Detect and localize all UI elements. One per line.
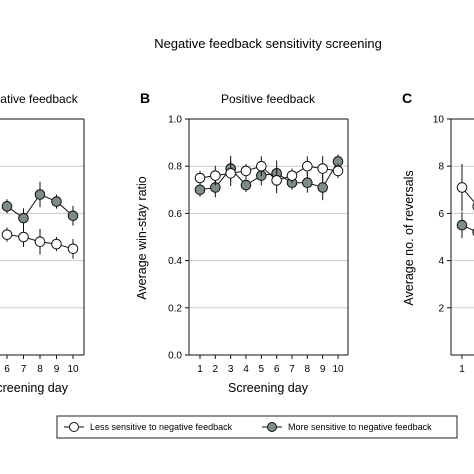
x-tick-label: 9 <box>320 364 326 375</box>
point-more-sensitive <box>67 210 79 222</box>
y-tick-label: 8 <box>438 162 444 173</box>
point-more-sensitive <box>18 212 29 224</box>
x-tick-label: 7 <box>21 364 27 375</box>
panel-c-letter: C <box>402 90 412 106</box>
series-line <box>199 165 339 181</box>
point-less-sensitive <box>302 160 313 172</box>
point-less-sensitive <box>1 229 13 240</box>
panel-c-data <box>456 163 474 239</box>
y-tick-label: 10 <box>433 115 445 126</box>
y-tick-label: 0.4 <box>168 256 182 267</box>
y-tick-label: 1.0 <box>168 115 182 126</box>
legend-less-label: Less sensitive to negative feedback <box>90 422 233 432</box>
x-tick-label: 1 <box>459 364 465 375</box>
figure-title: Negative feedback sensitivity screening <box>154 36 382 51</box>
x-tick-label: 3 <box>228 364 234 375</box>
panel-a-data <box>1 181 79 259</box>
x-tick-label: 8 <box>305 364 311 375</box>
point-more-sensitive <box>34 189 46 200</box>
panel-b-y-axis-label: Average win-stay ratio <box>135 176 149 299</box>
x-tick-label: 6 <box>4 364 10 375</box>
panel-b-letter: B <box>140 90 150 106</box>
x-tick-label: 4 <box>243 364 249 375</box>
x-tick-label: 1 <box>197 364 203 375</box>
point-less-sensitive <box>456 182 468 193</box>
point-more-sensitive <box>51 196 62 207</box>
legend-more-marker <box>267 422 277 432</box>
x-tick-label: 2 <box>213 364 219 375</box>
point-more-sensitive <box>194 184 206 196</box>
y-tick-label: 0.0 <box>168 351 182 362</box>
panel-a-grid <box>0 165 84 309</box>
y-tick-label: 6 <box>438 209 444 220</box>
panel-c-x-ticks: 1 <box>459 355 465 375</box>
x-tick-label: 8 <box>37 364 43 375</box>
point-less-sensitive <box>332 165 344 177</box>
x-tick-label: 10 <box>332 364 344 375</box>
point-more-sensitive <box>240 179 252 191</box>
y-tick-label: 4 <box>438 256 444 267</box>
panel-a-frame <box>0 118 85 356</box>
legend: Less sensitive to negative feedback More… <box>56 415 458 439</box>
point-less-sensitive <box>34 236 46 248</box>
series-line <box>199 161 339 191</box>
panel-c-y-ticks: 2 4 6 8 10 <box>433 115 451 314</box>
point-less-sensitive <box>286 170 298 181</box>
y-tick-label: 0.2 <box>168 303 182 314</box>
panel-b-x-axis-label: Screening day <box>228 381 309 395</box>
point-more-sensitive <box>317 182 328 193</box>
point-less-sensitive <box>271 175 282 186</box>
panel-a-x-axis-label: Screening day <box>0 381 69 395</box>
y-tick-label: 0.8 <box>168 162 182 173</box>
point-more-sensitive <box>302 177 313 189</box>
legend-less-marker <box>69 422 79 432</box>
panel-b-y-ticks: 0.0 0.2 0.4 0.6 0.8 1.0 <box>168 115 189 362</box>
x-tick-label: 7 <box>289 364 295 375</box>
panel-b-frame <box>188 118 349 356</box>
legend-more-label: More sensitive to negative feedback <box>288 422 432 432</box>
y-tick-label: 0.6 <box>168 209 182 220</box>
point-less-sensitive <box>51 238 62 250</box>
x-tick-label: 9 <box>54 364 60 375</box>
point-less-sensitive <box>210 170 221 181</box>
panel-c: C 2 4 6 8 10 1 Average no. of reversals <box>402 90 474 375</box>
point-less-sensitive <box>225 167 236 179</box>
x-tick-label: 6 <box>274 364 280 375</box>
legend-box <box>56 415 458 439</box>
x-tick-label: 10 <box>67 364 79 375</box>
panel-a-title: Negative feedback <box>0 92 79 106</box>
point-less-sensitive <box>240 165 252 177</box>
y-tick-label: 2 <box>438 303 444 314</box>
x-tick-label: 5 <box>259 364 265 375</box>
point-more-sensitive <box>456 219 468 231</box>
panel-c-y-axis-label: Average no. of reversals <box>402 170 416 305</box>
panel-a-x-ticks: 6 7 8 9 10 <box>4 355 79 375</box>
panel-b-x-ticks: 1 2 3 4 5 6 7 8 9 10 <box>197 355 344 375</box>
point-more-sensitive <box>1 201 13 212</box>
panel-b-title: Positive feedback <box>221 92 316 106</box>
point-less-sensitive <box>67 243 79 255</box>
point-less-sensitive <box>256 160 267 172</box>
point-less-sensitive <box>194 172 206 184</box>
point-less-sensitive <box>317 163 328 174</box>
panel-b: B Positive feedback 0.0 0.2 0.4 0.6 0.8 1.0 1… <box>135 90 349 395</box>
panel-b-data <box>194 154 344 201</box>
point-less-sensitive <box>18 231 29 243</box>
